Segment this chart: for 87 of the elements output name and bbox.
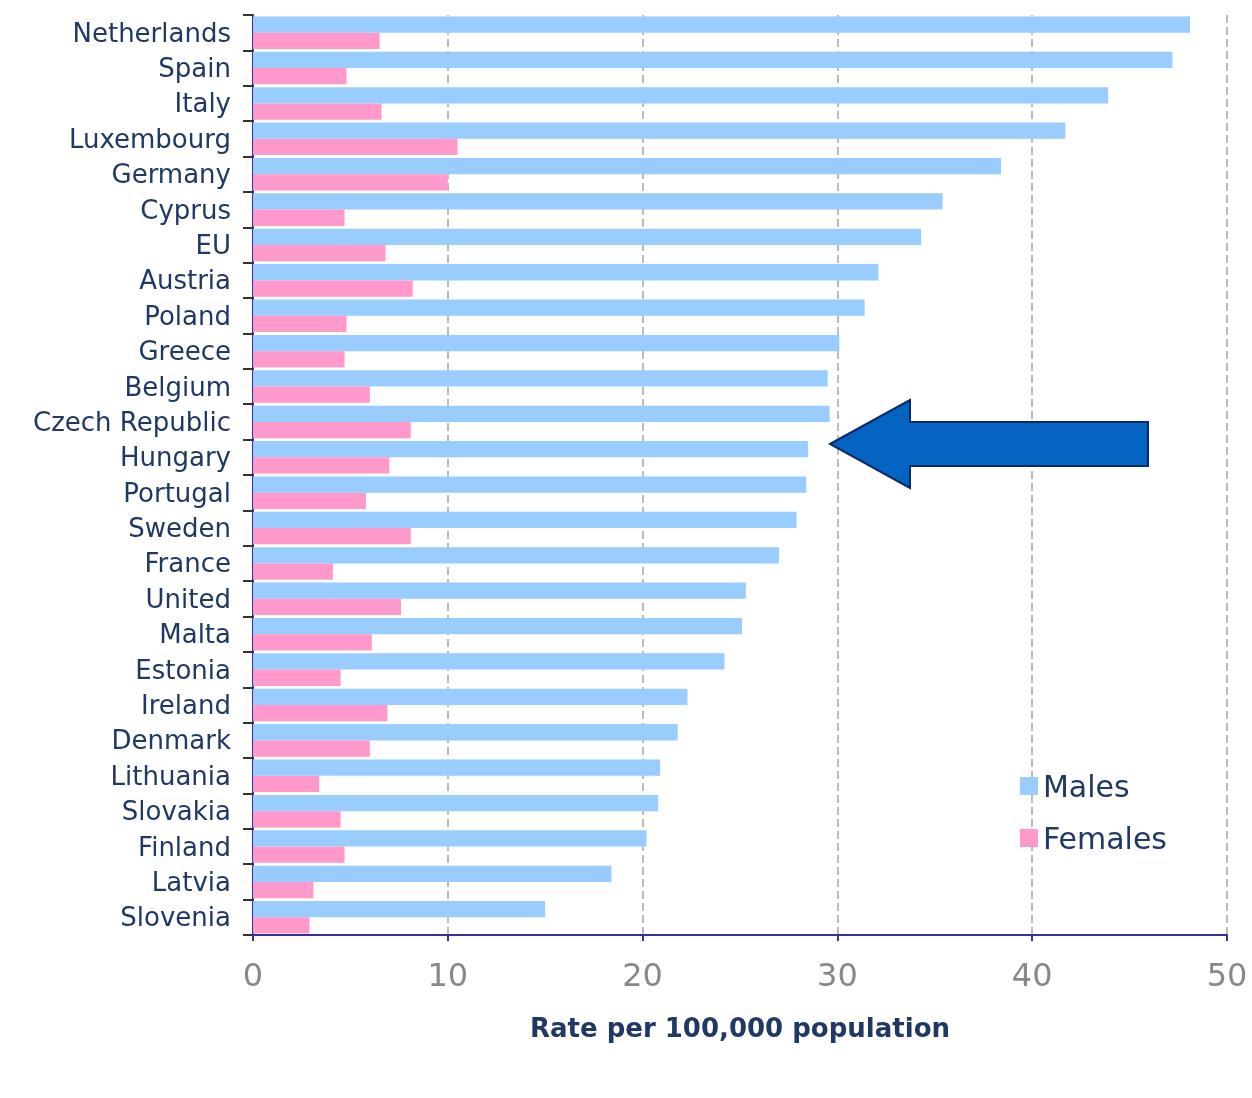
y-tick-label: United (145, 583, 231, 614)
bar (253, 122, 1066, 139)
bar (253, 386, 370, 403)
bar (253, 280, 413, 297)
y-tick-label: Netherlands (72, 17, 231, 48)
y-tick-label: Malta (159, 619, 231, 650)
bar (253, 492, 366, 509)
x-tick-label: 30 (817, 956, 858, 994)
bar (253, 528, 411, 545)
x-axis-title: Rate per 100,000 population (529, 1013, 951, 1043)
y-tick-label: Austria (139, 265, 231, 296)
bar (253, 830, 647, 847)
bar (253, 563, 333, 580)
y-tick-label: Slovenia (120, 902, 231, 933)
bar (253, 245, 386, 262)
bar (253, 228, 922, 245)
y-tick-label: Estonia (135, 654, 231, 685)
bar (253, 511, 797, 529)
bar (253, 705, 388, 722)
y-tick-label: Greece (138, 336, 231, 367)
y-tick-label: Cyprus (140, 194, 231, 225)
legend-label: Males (1042, 768, 1130, 804)
bar (253, 547, 779, 564)
bar (253, 794, 659, 812)
bar (253, 759, 661, 776)
bar (253, 846, 345, 863)
y-tick-label: Ireland (141, 690, 231, 720)
y-tick-label: Luxembourg (68, 123, 231, 154)
bar (253, 917, 310, 934)
y-tick-label: Lithuania (110, 760, 231, 791)
y-tick-label: Spain (158, 53, 231, 84)
x-tick-label: 20 (622, 956, 663, 994)
bar (253, 669, 341, 686)
y-tick-label: Belgium (124, 371, 231, 402)
bar (253, 103, 382, 120)
bar (253, 209, 345, 226)
bar (253, 193, 943, 210)
bar (253, 421, 411, 439)
y-tick-label: Portugal (123, 477, 231, 508)
bar (253, 724, 678, 741)
bar (253, 334, 840, 352)
bar (253, 174, 448, 191)
bar (253, 775, 320, 793)
bar (253, 264, 879, 281)
bar (253, 51, 1173, 69)
bar (253, 315, 347, 333)
bar (253, 865, 612, 882)
bar (253, 370, 828, 387)
bar (253, 457, 390, 474)
y-tick-label: Italy (174, 88, 231, 119)
bar (253, 582, 746, 599)
y-tick-label: Czech Republic (33, 406, 231, 437)
bar (253, 138, 458, 156)
bar (253, 653, 725, 670)
bar (253, 16, 1190, 33)
legend-label: Females (1042, 820, 1168, 856)
bar (253, 405, 830, 422)
bar (253, 901, 546, 918)
y-tick-label: Germany (111, 159, 231, 190)
y-tick-label: Latvia (151, 866, 231, 897)
bar (253, 299, 865, 316)
x-tick-label: 10 (427, 956, 469, 994)
y-tick-label: Poland (144, 300, 231, 331)
y-tick-label: Hungary (119, 442, 231, 473)
bar (253, 688, 688, 705)
bar (253, 32, 380, 49)
bar (253, 634, 372, 651)
bar (253, 351, 345, 368)
y-tick-label: France (144, 548, 231, 579)
y-tick-label: Sweden (128, 513, 231, 544)
y-tick-label: Finland (138, 831, 231, 862)
bar (253, 441, 809, 458)
bar (253, 87, 1109, 104)
y-tick-label: EU (195, 230, 231, 260)
bar (253, 598, 402, 616)
y-tick-label: Denmark (111, 725, 231, 756)
bar (253, 476, 807, 493)
bar (253, 68, 347, 85)
x-tick-label: 0 (242, 956, 264, 994)
bar (253, 157, 1002, 175)
x-tick-label: 50 (1206, 956, 1248, 994)
bar (253, 811, 341, 828)
bar (253, 617, 742, 635)
bar (253, 881, 314, 899)
y-tick-label: Slovakia (121, 796, 231, 827)
bar (253, 740, 370, 757)
x-tick-label: 40 (1011, 956, 1053, 994)
